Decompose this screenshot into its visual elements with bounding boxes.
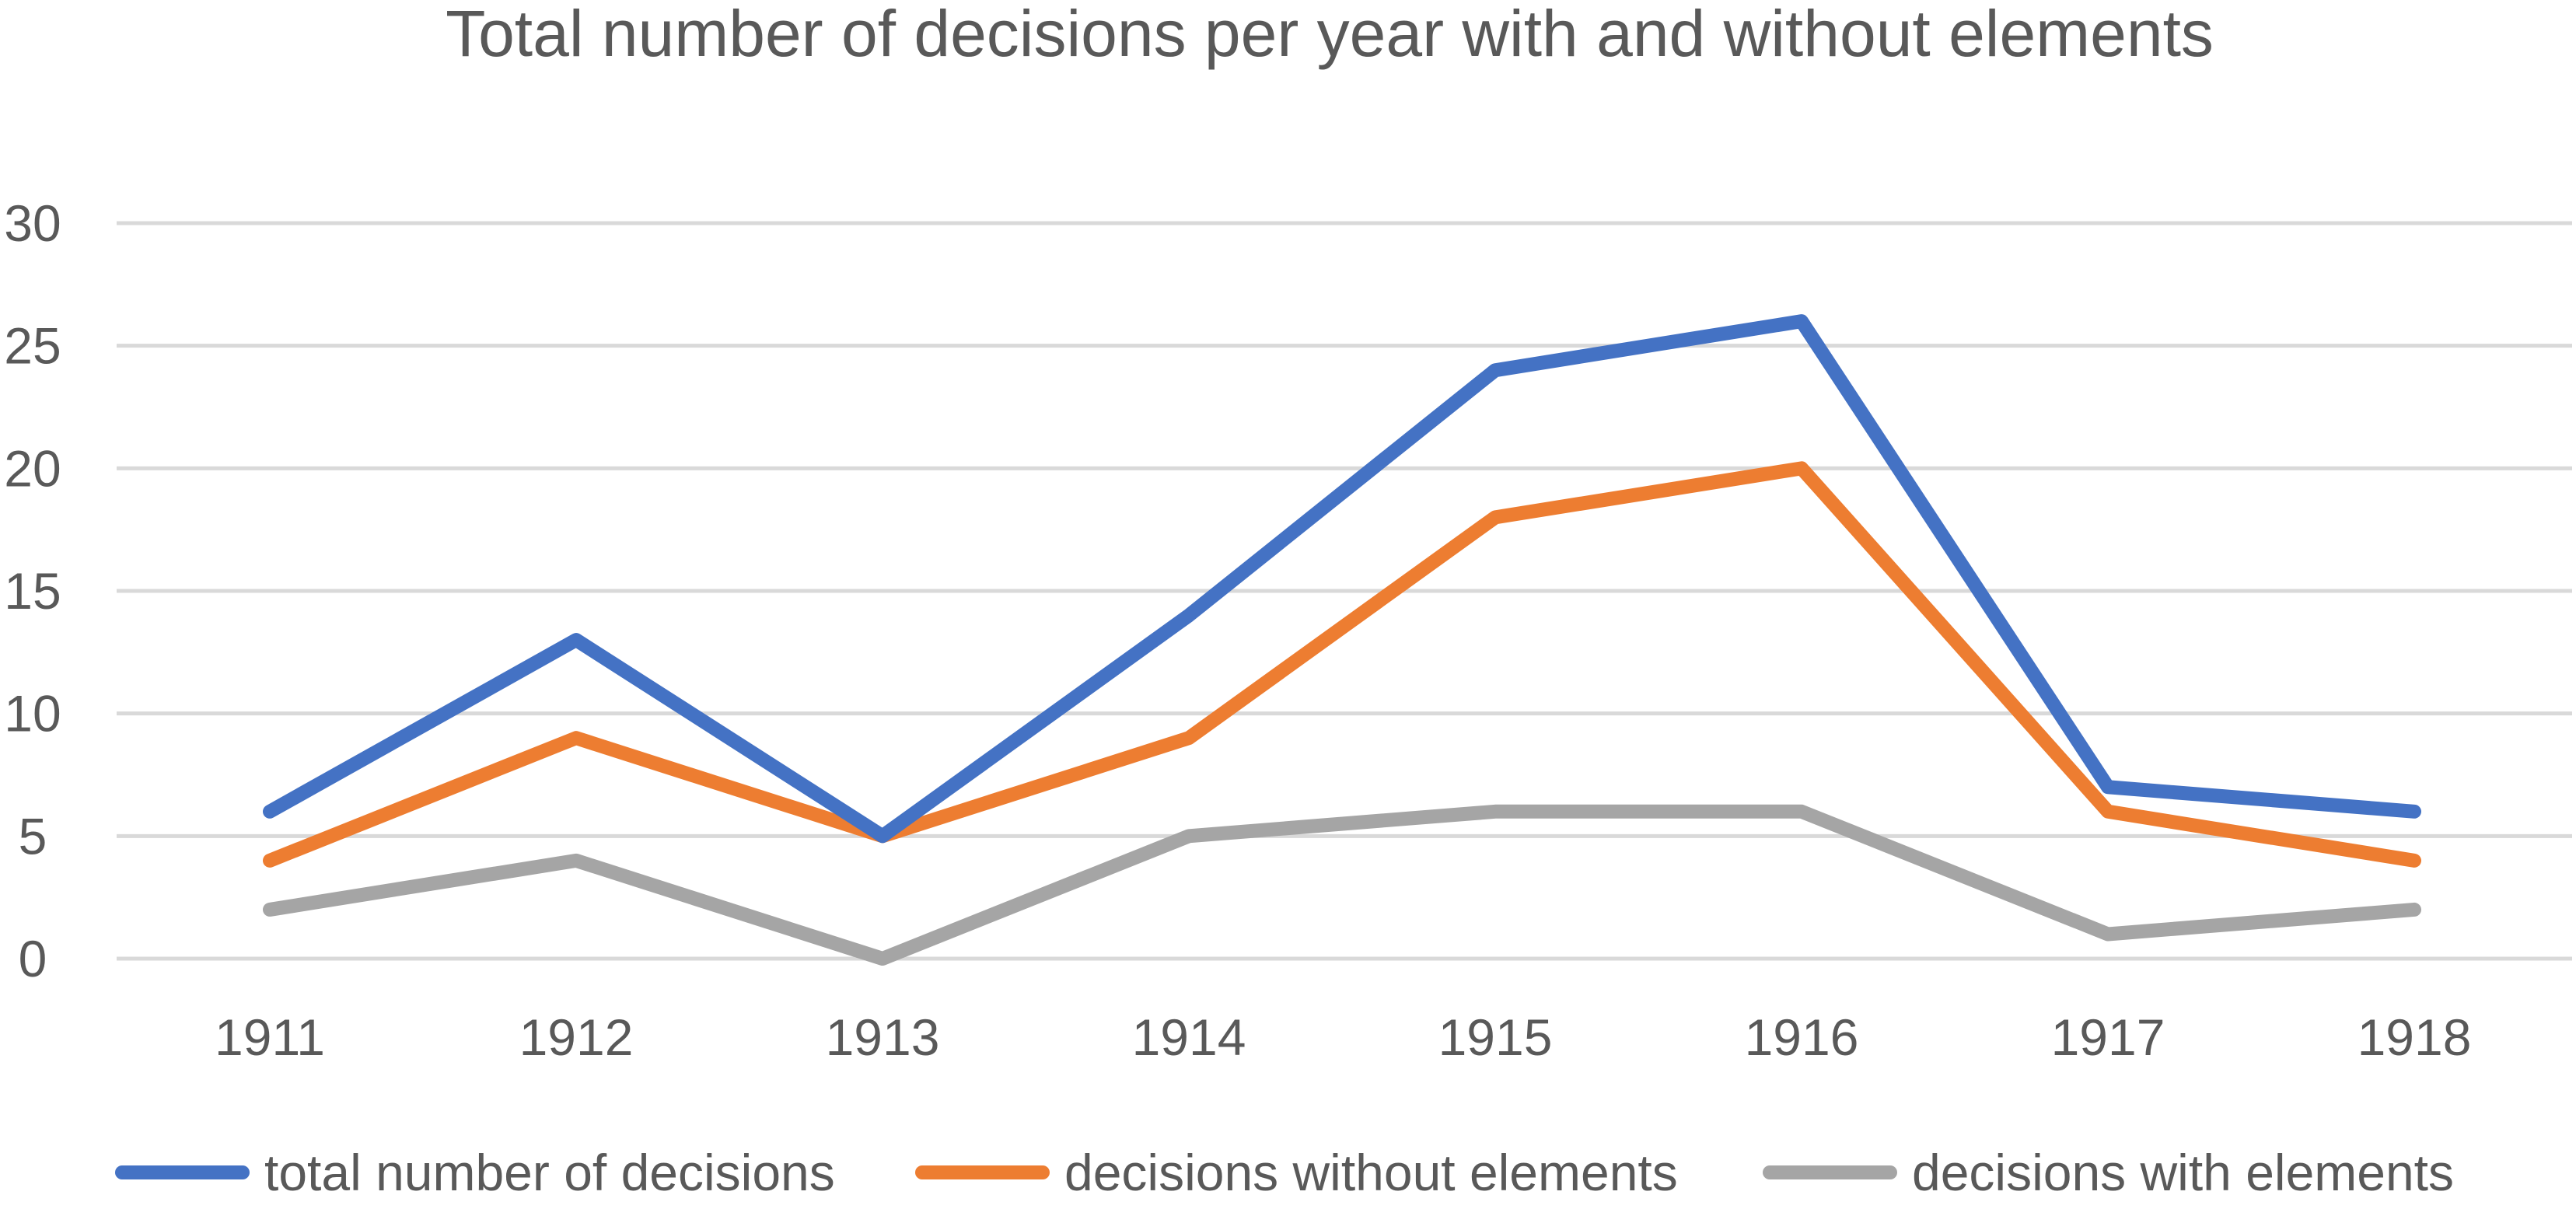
y-axis-tick-labels: 0 5 10 15 20 25 30 bbox=[4, 194, 61, 987]
x-tick-label-1913: 1913 bbox=[826, 1008, 940, 1066]
legend-label-2: decisions with elements bbox=[1912, 1144, 2454, 1201]
gridlines bbox=[117, 221, 2572, 961]
x-tick-label-1914: 1914 bbox=[1132, 1008, 1246, 1066]
y-tick-label-10: 10 bbox=[4, 685, 61, 743]
y-tick-label-20: 20 bbox=[4, 439, 61, 497]
legend: total number of decisions decisions witho… bbox=[115, 1144, 2454, 1201]
x-tick-label-1911: 1911 bbox=[215, 1008, 325, 1066]
y-tick-label-0: 0 bbox=[19, 930, 47, 987]
series-line-1 bbox=[263, 461, 2421, 868]
y-tick-label-15: 15 bbox=[4, 562, 61, 620]
legend-label-1: decisions without elements bbox=[1064, 1144, 1678, 1201]
y-tick-label-5: 5 bbox=[19, 807, 47, 865]
x-axis-tick-labels: 1911 1912 1913 1914 1915 1916 1917 1918 bbox=[215, 1008, 2471, 1066]
x-tick-label-1912: 1912 bbox=[519, 1008, 634, 1066]
chart-title: Total number of decisions per year with … bbox=[446, 0, 2214, 70]
series-line-2 bbox=[263, 804, 2421, 966]
y-tick-label-25: 25 bbox=[4, 317, 61, 375]
y-tick-label-30: 30 bbox=[4, 194, 61, 252]
series-line-0 bbox=[263, 314, 2421, 844]
x-tick-label-1916: 1916 bbox=[1745, 1008, 1859, 1066]
x-tick-label-1918: 1918 bbox=[2358, 1008, 2472, 1066]
x-tick-label-1917: 1917 bbox=[2051, 1008, 2165, 1066]
x-tick-label-1915: 1915 bbox=[1438, 1008, 1553, 1066]
series-lines bbox=[263, 314, 2421, 966]
legend-label-0: total number of decisions bbox=[264, 1144, 835, 1201]
